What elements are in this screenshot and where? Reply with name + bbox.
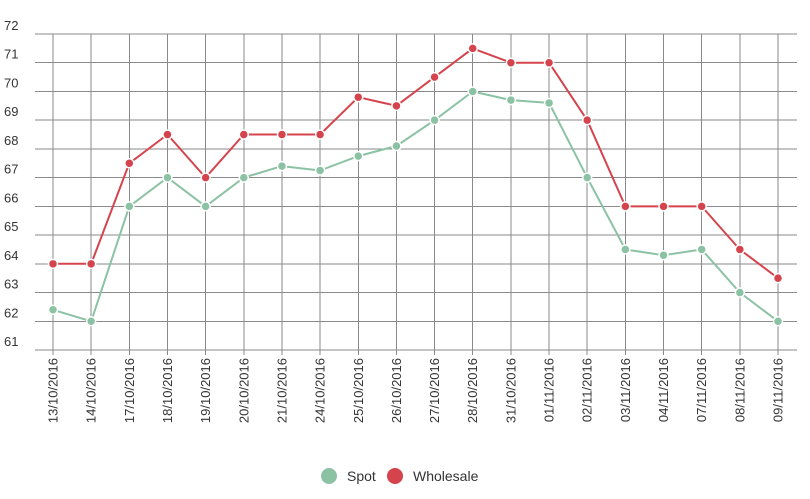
data-point-wholesale[interactable] bbox=[696, 201, 707, 212]
x-tick-label: 28/10/2016 bbox=[465, 358, 480, 423]
data-point-wholesale[interactable] bbox=[238, 129, 250, 140]
y-tick-label: 68 bbox=[4, 133, 18, 148]
data-point-spot[interactable] bbox=[85, 316, 97, 327]
y-tick-label: 71 bbox=[4, 47, 18, 62]
y-tick-label: 65 bbox=[4, 219, 18, 234]
y-tick-label: 61 bbox=[4, 334, 18, 349]
x-tick-label: 19/10/2016 bbox=[198, 358, 213, 423]
data-point-wholesale[interactable] bbox=[276, 129, 288, 140]
data-point-spot[interactable] bbox=[124, 201, 135, 212]
x-tick-label: 25/10/2016 bbox=[351, 358, 366, 423]
series-wholesale bbox=[47, 43, 784, 284]
data-point-spot[interactable] bbox=[696, 244, 707, 255]
data-point-wholesale[interactable] bbox=[429, 71, 440, 83]
y-tick-label: 69 bbox=[4, 104, 18, 119]
x-tick-label: 26/10/2016 bbox=[389, 358, 404, 423]
legend-label: Wholesale bbox=[413, 468, 479, 484]
y-tick-label: 62 bbox=[4, 305, 18, 320]
data-point-wholesale[interactable] bbox=[391, 100, 402, 112]
x-tick-label: 01/11/2016 bbox=[542, 358, 557, 422]
x-tick-label: 07/11/2016 bbox=[694, 358, 709, 422]
x-tick-label: 20/10/2016 bbox=[236, 358, 251, 423]
legend-label: Spot bbox=[347, 468, 376, 484]
x-tick-label: 08/11/2016 bbox=[732, 358, 747, 422]
data-point-wholesale[interactable] bbox=[200, 172, 211, 183]
data-point-spot[interactable] bbox=[658, 249, 669, 261]
data-point-spot[interactable] bbox=[620, 244, 631, 255]
x-tick-label: 14/10/2016 bbox=[84, 358, 99, 423]
data-point-wholesale[interactable] bbox=[505, 57, 517, 68]
y-axis-ticks: 61 62 63 64 65 66 67 68 69 70 71 72 bbox=[4, 18, 18, 349]
data-point-wholesale[interactable] bbox=[124, 158, 135, 169]
x-tick-label: 18/10/2016 bbox=[160, 358, 175, 423]
y-tick-label: 66 bbox=[4, 190, 18, 205]
series-line-spot bbox=[52, 90, 779, 323]
y-tick-label: 67 bbox=[4, 162, 18, 177]
data-point-spot[interactable] bbox=[238, 172, 250, 183]
data-point-wholesale[interactable] bbox=[467, 43, 478, 54]
data-point-spot[interactable] bbox=[734, 287, 746, 298]
data-point-spot[interactable] bbox=[200, 201, 211, 212]
legend-marker bbox=[321, 468, 337, 484]
x-tick-label: 31/10/2016 bbox=[503, 358, 518, 423]
y-tick-label: 64 bbox=[4, 248, 18, 263]
data-point-spot[interactable] bbox=[772, 316, 784, 327]
x-axis-ticks: 13/10/2016 14/10/2016 17/10/2016 18/10/2016… bbox=[46, 358, 786, 423]
data-point-wholesale[interactable] bbox=[734, 244, 746, 255]
data-point-spot[interactable] bbox=[314, 165, 326, 176]
data-point-wholesale[interactable] bbox=[47, 258, 59, 270]
data-point-spot[interactable] bbox=[543, 97, 555, 109]
data-point-spot[interactable] bbox=[162, 172, 173, 183]
data-point-wholesale[interactable] bbox=[658, 201, 669, 212]
series-line-wholesale bbox=[53, 47, 779, 279]
data-point-spot[interactable] bbox=[47, 304, 59, 316]
data-point-wholesale[interactable] bbox=[314, 129, 326, 140]
series-lines bbox=[47, 43, 784, 327]
y-tick-label: 63 bbox=[4, 277, 18, 292]
data-point-wholesale[interactable] bbox=[620, 201, 631, 212]
y-tick-label: 70 bbox=[4, 75, 18, 90]
data-point-spot[interactable] bbox=[581, 172, 593, 183]
x-tick-label: 09/11/2016 bbox=[771, 358, 786, 422]
legend-marker bbox=[387, 468, 403, 484]
data-point-wholesale[interactable] bbox=[353, 91, 364, 103]
x-tick-label: 02/11/2016 bbox=[580, 358, 595, 422]
series-spot bbox=[47, 86, 784, 327]
x-tick-label: 24/10/2016 bbox=[313, 358, 328, 423]
data-point-spot[interactable] bbox=[429, 114, 440, 126]
data-point-spot[interactable] bbox=[276, 160, 288, 172]
legend-item-spot[interactable]: Spot bbox=[321, 468, 376, 484]
x-tick-label: 04/11/2016 bbox=[656, 358, 671, 422]
x-tick-label: 03/11/2016 bbox=[618, 358, 633, 422]
x-tick-label: 21/10/2016 bbox=[274, 358, 289, 423]
data-point-wholesale[interactable] bbox=[772, 272, 784, 284]
grid bbox=[35, 33, 797, 355]
data-point-spot[interactable] bbox=[505, 94, 517, 106]
x-tick-label: 13/10/2016 bbox=[46, 358, 61, 423]
data-point-spot[interactable] bbox=[467, 86, 478, 97]
x-tick-label: 27/10/2016 bbox=[427, 358, 442, 423]
data-point-wholesale[interactable] bbox=[543, 57, 555, 68]
x-tick-label: 17/10/2016 bbox=[122, 358, 137, 423]
legend-item-wholesale[interactable]: Wholesale bbox=[387, 468, 479, 484]
data-point-wholesale[interactable] bbox=[85, 258, 97, 270]
data-point-wholesale[interactable] bbox=[162, 129, 173, 140]
y-tick-label: 72 bbox=[4, 18, 18, 33]
data-point-spot[interactable] bbox=[391, 140, 402, 152]
legend[interactable]: Spot Wholesale bbox=[321, 468, 479, 484]
data-point-wholesale[interactable] bbox=[581, 114, 593, 126]
data-point-spot[interactable] bbox=[353, 150, 364, 162]
